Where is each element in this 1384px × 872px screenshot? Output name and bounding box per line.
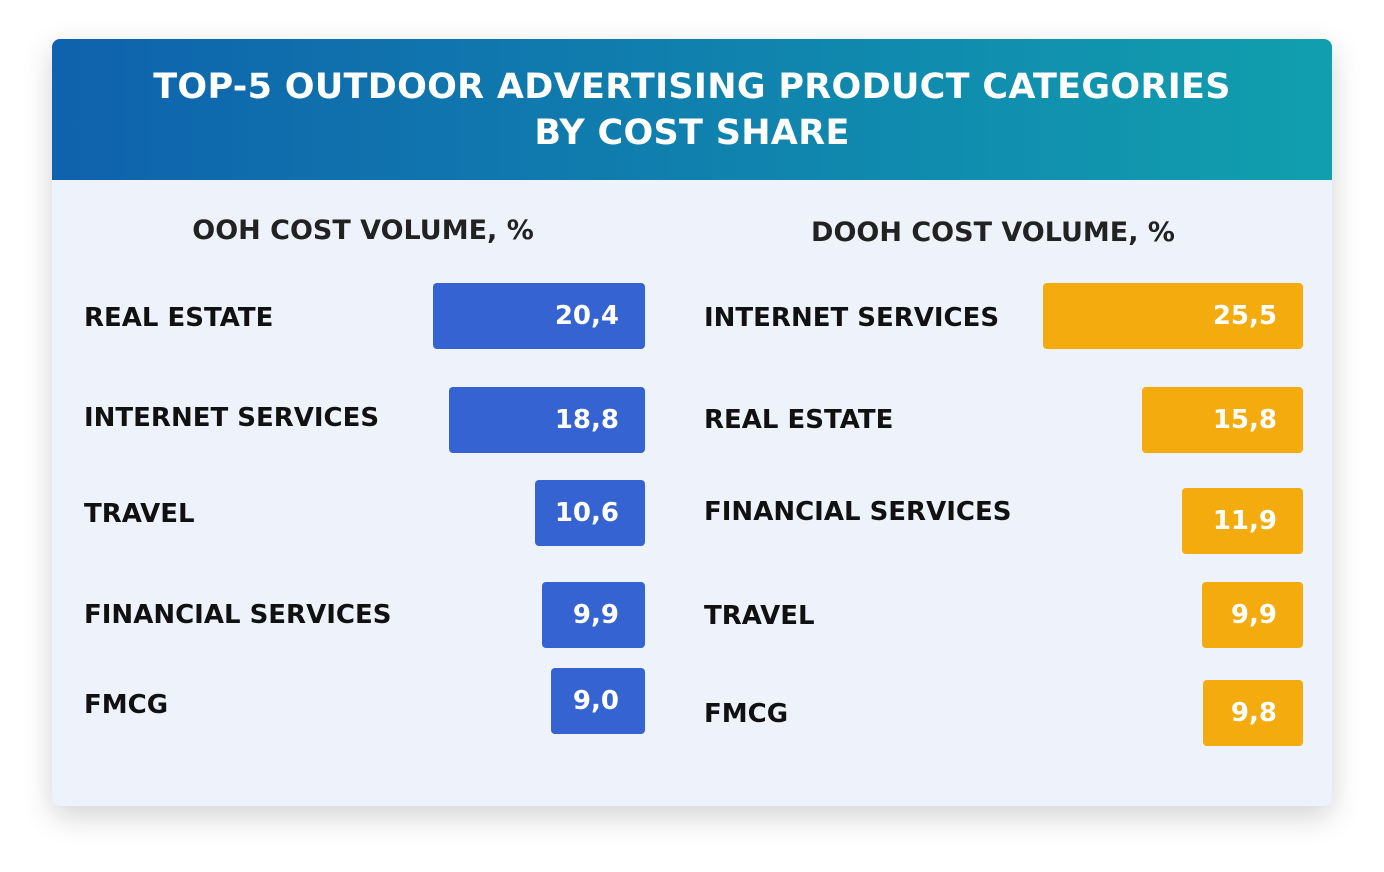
dooh-bar: 9,8 [1203,680,1303,746]
dooh-category-label: FMCG [704,699,789,729]
chart-header: TOP-5 OUTDOOR ADVERTISING PRODUCT CATEGO… [52,39,1332,180]
dooh-subtitle: DOOH COST VOLUME, % [811,217,1175,248]
ooh-subtitle: OOH COST VOLUME, % [192,215,534,246]
ooh-bar: 18,8 [449,387,645,453]
ooh-category-label: REAL ESTATE [84,303,274,333]
ooh-value-label: 9,9 [572,600,619,630]
dooh-value-label: 9,8 [1230,698,1277,728]
ooh-category-label: INTERNET SERVICES [84,403,380,433]
dooh-value-label: 9,9 [1230,600,1277,630]
ooh-bar: 9,0 [551,668,645,734]
dooh-value-label: 11,9 [1212,506,1277,536]
dooh-value-label: 15,8 [1212,405,1277,435]
dooh-bar: 11,9 [1181,488,1303,554]
ooh-bar: 10,6 [534,480,645,546]
dooh-category-label: REAL ESTATE [704,405,894,435]
ooh-bar: 9,9 [542,582,645,648]
dooh-category-label: TRAVEL [704,601,815,631]
dooh-value-label: 25,5 [1212,301,1277,331]
ooh-category-label: FINANCIAL SERVICES [84,600,392,630]
dooh-bar: 9,9 [1202,582,1303,648]
dooh-bar: 15,8 [1141,387,1303,453]
ooh-value-label: 10,6 [554,498,619,528]
ooh-bar: 20,4 [432,283,645,349]
ooh-value-label: 18,8 [554,405,619,435]
dooh-category-label: FINANCIAL SERVICES [704,497,1012,527]
chart-title-line2: BY COST SHARE [534,112,850,153]
ooh-value-label: 20,4 [554,301,619,331]
ooh-category-label: TRAVEL [84,499,195,529]
ooh-value-label: 9,0 [572,686,619,716]
ooh-category-label: FMCG [84,690,169,720]
dooh-bar: 25,5 [1042,283,1303,349]
chart-title-line1: TOP-5 OUTDOOR ADVERTISING PRODUCT CATEGO… [153,66,1231,107]
dooh-category-label: INTERNET SERVICES [704,303,1000,333]
chart-card: TOP-5 OUTDOOR ADVERTISING PRODUCT CATEGO… [52,39,1332,806]
